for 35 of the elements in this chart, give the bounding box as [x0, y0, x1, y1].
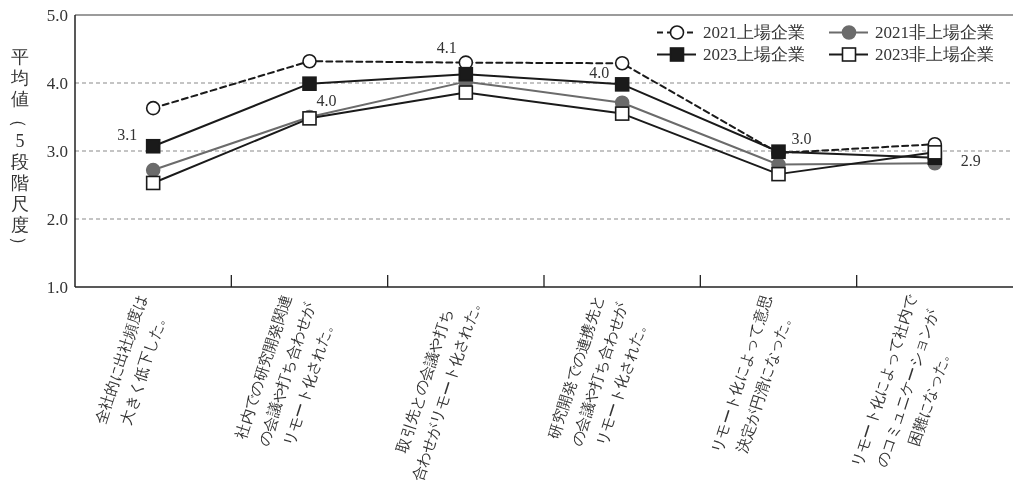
point — [771, 166, 786, 182]
data-label: 4.0 — [589, 63, 610, 81]
point — [614, 55, 630, 71]
text: 平均値（5段階尺度） — [9, 46, 30, 255]
point — [302, 53, 317, 69]
point — [145, 138, 161, 154]
point — [145, 162, 161, 178]
x-tick-label: リモート化によって社内で のコミュニケーションが 困難になった。 — [848, 291, 954, 470]
point — [927, 145, 943, 160]
x-tick-label: 全社的に出社頻度は 大きく低下した。 — [92, 292, 170, 427]
data-label: 2.9 — [960, 152, 981, 170]
legend-label: 2023非上場企業 — [875, 45, 994, 64]
point — [614, 77, 630, 92]
legend-label: 2023上場企業 — [703, 45, 805, 64]
x-tick-label: 社内での研究開発関連 の会議や打ち合わせが リモート化された。 — [232, 292, 338, 449]
point — [145, 175, 161, 191]
data-label: 4.1 — [436, 38, 457, 56]
point — [614, 106, 630, 121]
legend-label: 2021上場企業 — [703, 23, 805, 42]
data-label: 4.0 — [316, 92, 337, 110]
y-tick-label: 4.0 — [46, 73, 68, 93]
point — [458, 66, 474, 82]
x-tick-label: リモート化によって意思 決定が円滑になった。 — [708, 292, 796, 455]
x-tick-label: 研究開発での連携先と の会議や打ち合わせが リモート化された。 — [545, 292, 651, 449]
y-tick-label: 3.0 — [46, 141, 68, 161]
point — [145, 100, 161, 116]
y-tick-label: 1.0 — [46, 277, 68, 297]
point — [458, 85, 474, 100]
x-tick-label: 取引先との会議や打ち 合わせがリモート化された。 — [393, 292, 485, 484]
y-tick-label: 2.0 — [46, 209, 68, 229]
y-tick-label: 5.0 — [46, 5, 68, 25]
data-label: 3.0 — [791, 130, 812, 148]
legend-label: 2021非上場企業 — [875, 23, 994, 42]
data-label: 3.1 — [117, 125, 138, 143]
point — [302, 76, 317, 91]
